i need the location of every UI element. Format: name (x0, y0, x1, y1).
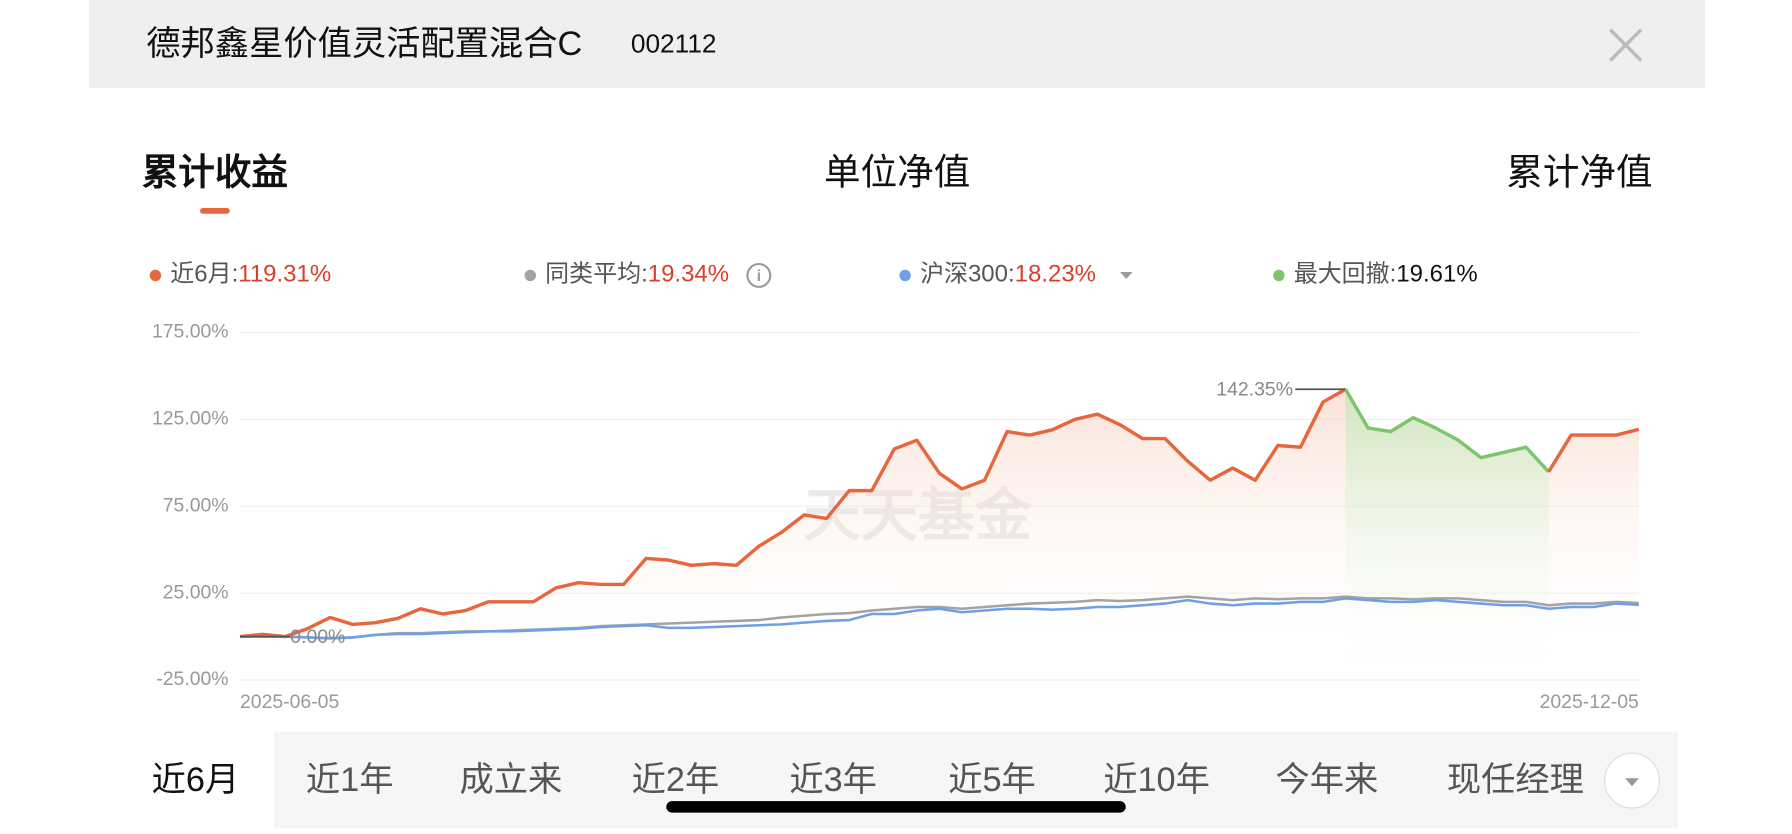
legend-value: 19.34% (648, 261, 729, 288)
period-button[interactable]: 今年来 (1275, 761, 1378, 799)
y-tick-label: 25.00% (163, 581, 229, 603)
legend-item: 同类平均:19.34% (545, 261, 729, 288)
tab-underline (199, 207, 230, 214)
more-icon (1625, 778, 1639, 787)
x-tick-label: 2025-06-05 (240, 691, 339, 713)
dropdown-icon[interactable] (1119, 271, 1133, 279)
legend-dot (1273, 269, 1285, 282)
period-button[interactable]: 近6月 (152, 761, 240, 799)
info-glyph: i (757, 268, 761, 285)
period-button[interactable]: 近1年 (306, 761, 394, 799)
legend-name: 沪深300: (920, 261, 1015, 288)
y-tick-label: 175.00% (152, 321, 229, 343)
legend-dot (149, 269, 162, 282)
tab[interactable]: 累计收益 (142, 152, 288, 193)
period-button[interactable]: 近3年 (789, 761, 877, 799)
fund-code: 002112 (631, 29, 717, 59)
drawdown-area (1345, 389, 1549, 663)
drawdown-line (1344, 388, 1550, 473)
period-button[interactable]: 成立来 (459, 761, 562, 799)
series-line (239, 387, 1347, 639)
tab[interactable]: 累计净值 (1506, 152, 1652, 193)
legend-item: 沪深300:18.23% (920, 261, 1096, 288)
tab[interactable]: 单位净值 (824, 152, 970, 193)
legend-name: 近6月: (170, 261, 238, 288)
legend-value: 119.31% (238, 261, 331, 288)
x-tick-label: 2025-12-05 (1540, 691, 1639, 713)
legend-value: 18.23% (1015, 261, 1096, 288)
legend-item: 最大回撤:19.61% (1294, 261, 1478, 288)
close-button[interactable] (1609, 28, 1643, 62)
y-tick-label: 125.00% (152, 408, 229, 430)
y-tick-label: -25.00% (156, 668, 228, 690)
legend-name: 最大回撤: (1294, 261, 1397, 288)
header-bar (89, 0, 1706, 88)
area-fill (239, 389, 1639, 663)
fund-title: 德邦鑫星价值灵活配置混合C (146, 25, 582, 63)
period-button[interactable]: 近10年 (1103, 761, 1210, 799)
y-tick-label: 75.00% (163, 494, 229, 516)
legend-name: 同类平均: (545, 261, 648, 288)
legend-value: 19.61% (1396, 261, 1477, 288)
series-line (239, 597, 1639, 640)
period-button[interactable]: 现任经理 (1447, 761, 1584, 799)
series-line (1547, 427, 1640, 473)
home-indicator (666, 801, 1126, 813)
legend-dot (899, 269, 911, 282)
annotation-label: 142.35% (1216, 379, 1293, 401)
annotation-label: 0.00% (290, 626, 345, 648)
period-button[interactable]: 近2年 (632, 761, 720, 799)
period-button[interactable]: 近5年 (948, 761, 1036, 799)
legend-item: 近6月:119.31% (170, 261, 331, 288)
info-icon[interactable] (746, 262, 772, 288)
legend-dot (524, 269, 536, 282)
